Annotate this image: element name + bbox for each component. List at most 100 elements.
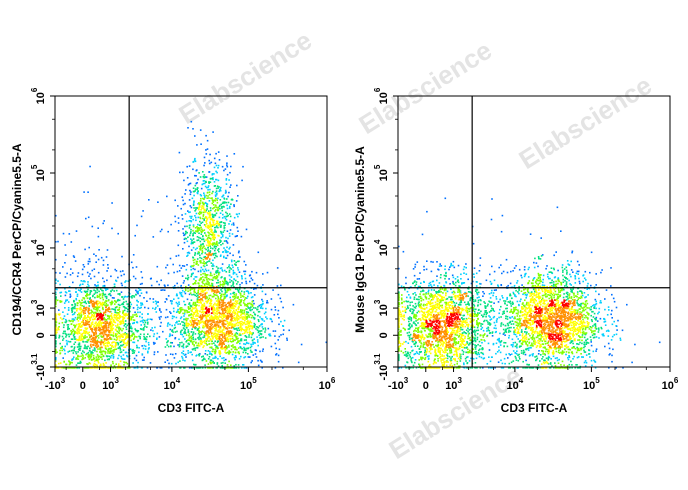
event-dot: [238, 288, 241, 290]
event-dot: [213, 257, 216, 259]
event-dot: [95, 300, 98, 303]
event-dot: [217, 300, 219, 303]
event-dot: [226, 155, 228, 157]
event-dot: [117, 323, 119, 326]
event-dot: [112, 367, 115, 369]
event-dot: [97, 317, 99, 320]
event-dot: [180, 295, 183, 297]
event-dot: [212, 254, 215, 256]
event-dot: [185, 277, 187, 280]
event-dot: [58, 362, 60, 365]
event-dot: [203, 229, 206, 231]
event-dot: [179, 367, 182, 369]
event-dot: [220, 267, 223, 269]
event-dot: [218, 299, 220, 301]
event-dot: [211, 335, 213, 338]
event-dot: [491, 198, 493, 200]
event-dot: [55, 352, 57, 354]
event-dot: [183, 179, 185, 182]
event-dot: [250, 277, 253, 280]
event-dot: [222, 309, 224, 311]
event-dot: [136, 346, 138, 349]
event-dot: [203, 305, 205, 307]
event-dot: [590, 341, 592, 343]
event-dot: [253, 317, 256, 319]
y-tick-label: 105: [30, 164, 47, 181]
event-dot: [278, 323, 280, 326]
event-dot: [192, 242, 194, 245]
event-dot: [194, 135, 196, 137]
event-dot: [102, 343, 105, 345]
event-dot: [57, 313, 60, 316]
event-dot: [210, 331, 212, 333]
event-dot: [193, 278, 195, 280]
event-dot: [197, 212, 200, 215]
event-dot: [108, 348, 111, 350]
event-dot: [244, 343, 247, 346]
event-dot: [106, 336, 108, 338]
event-dot: [202, 262, 204, 264]
event-dot: [197, 264, 200, 266]
event-dot: [195, 208, 197, 211]
event-dot: [203, 164, 205, 167]
event-dot: [98, 358, 100, 360]
event-dot: [193, 347, 195, 350]
event-dot: [250, 361, 252, 364]
event-dot: [85, 306, 88, 309]
event-dot: [90, 277, 92, 280]
event-dot: [90, 300, 92, 302]
event-dot: [234, 328, 237, 330]
event-dot: [210, 272, 212, 275]
event-dot: [213, 335, 216, 338]
event-dot: [589, 271, 591, 274]
event-dot: [117, 303, 120, 306]
event-dot: [212, 267, 214, 270]
event-dot: [439, 263, 441, 265]
event-dot: [100, 314, 102, 316]
event-dot: [465, 263, 467, 265]
event-dot: [109, 331, 112, 334]
event-dot: [87, 281, 89, 283]
event-dot: [123, 341, 125, 344]
event-dot: [236, 329, 239, 332]
event-dot: [211, 317, 213, 319]
event-dot: [195, 207, 197, 209]
event-dot: [205, 286, 208, 288]
event-dot: [203, 256, 205, 258]
event-dot: [69, 333, 71, 336]
event-dot: [193, 363, 195, 366]
event-dot: [67, 351, 69, 353]
event-dot: [201, 280, 204, 283]
event-dot: [211, 177, 213, 180]
event-dot: [537, 265, 539, 268]
event-dot: [207, 308, 210, 310]
event-dot: [222, 285, 224, 288]
event-dot: [210, 318, 213, 321]
event-dot: [197, 190, 199, 192]
event-dot: [146, 323, 149, 325]
event-dot: [202, 307, 204, 310]
event-dot: [135, 329, 137, 332]
event-dot: [103, 286, 106, 288]
event-dot: [189, 265, 192, 268]
event-dot: [604, 298, 606, 300]
event-dot: [237, 327, 240, 329]
event-dot: [232, 324, 234, 326]
event-dot: [204, 268, 207, 271]
event-dot: [241, 179, 243, 182]
event-dot: [246, 313, 249, 315]
event-dot: [218, 190, 220, 193]
event-dot: [251, 308, 253, 311]
event-dot: [171, 315, 174, 317]
event-dot: [219, 285, 221, 287]
event-dot: [167, 284, 169, 287]
event-dot: [231, 323, 233, 326]
event-dot: [72, 352, 75, 354]
event-dot: [210, 282, 213, 285]
event-dot: [56, 299, 59, 302]
event-dot: [101, 326, 104, 328]
event-dot: [69, 367, 71, 369]
event-dot: [160, 279, 162, 282]
event-dot: [533, 261, 535, 264]
event-dot: [175, 294, 178, 297]
